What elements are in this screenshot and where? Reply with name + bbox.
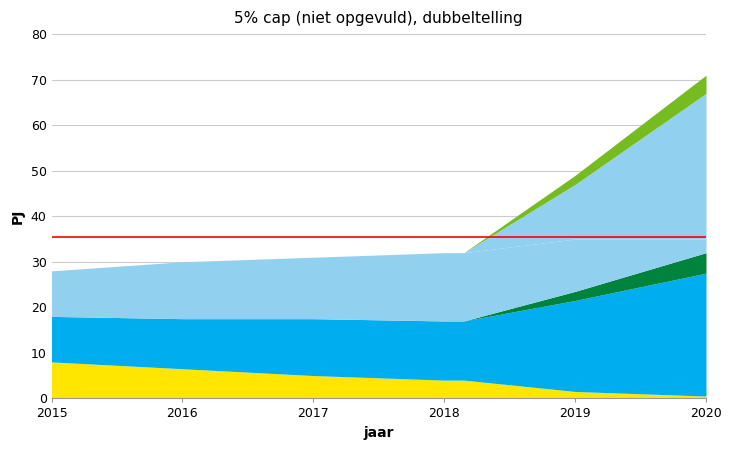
Y-axis label: PJ: PJ	[11, 208, 25, 224]
X-axis label: jaar: jaar	[364, 426, 394, 440]
Title: 5% cap (niet opgevuld), dubbeltelling: 5% cap (niet opgevuld), dubbeltelling	[235, 11, 523, 26]
